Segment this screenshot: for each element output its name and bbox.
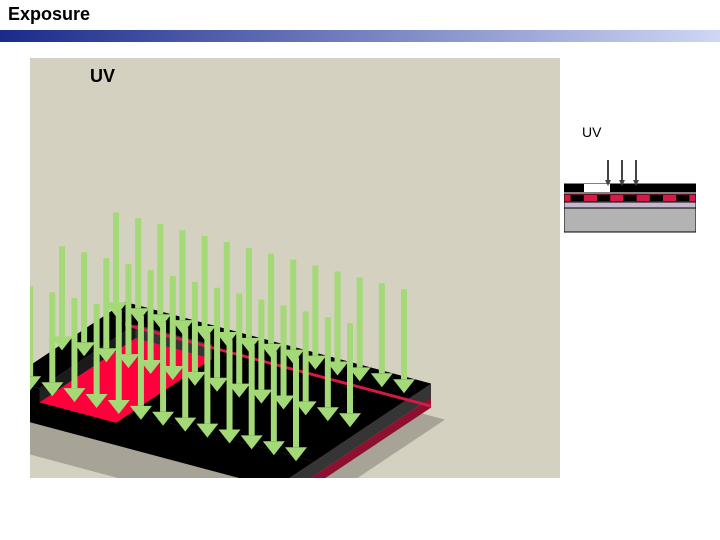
- uv-label-side: UV: [582, 124, 601, 140]
- isometric-exposure: UV: [30, 58, 560, 478]
- main-diagram: UV: [30, 58, 560, 478]
- title-underline: [0, 30, 720, 42]
- uv-label-main: UV: [90, 66, 115, 86]
- page-title: Exposure: [8, 4, 90, 25]
- side-cross-section: [564, 156, 696, 238]
- cross-section-svg: [564, 156, 696, 238]
